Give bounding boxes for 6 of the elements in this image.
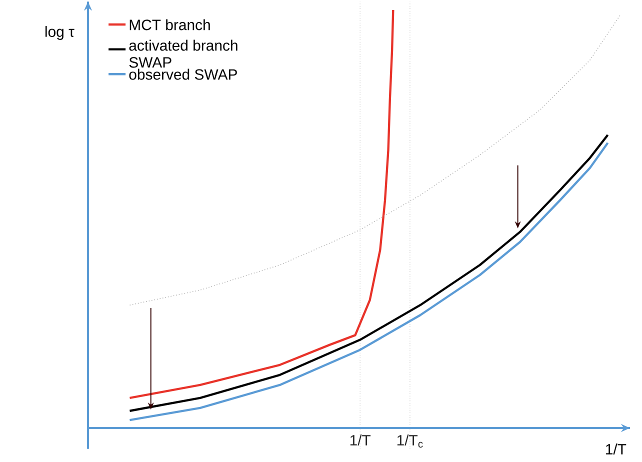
legend-label: observed SWAP xyxy=(129,68,237,80)
x-axis-title: 1/T xyxy=(606,444,626,454)
x-tick-label: 1/T$_{c}$ xyxy=(397,434,423,448)
legend-label: activated branch SWAP xyxy=(129,40,238,68)
y-axis-title: log τ xyxy=(45,26,74,40)
legend-label: MCT branch xyxy=(130,19,210,30)
